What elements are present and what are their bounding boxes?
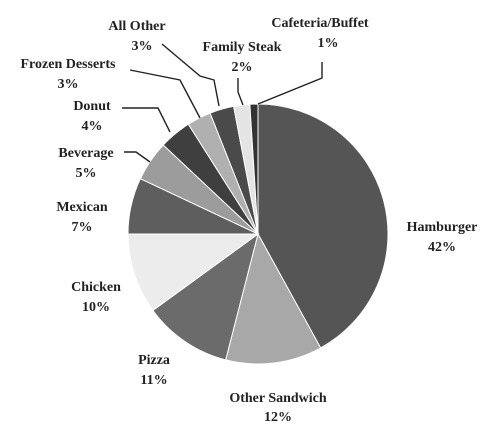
pie-slice-chicken	[127, 233, 260, 312]
pct-mexican: 7%	[72, 220, 93, 235]
label-pizza: Pizza	[138, 353, 170, 368]
pct-chicken: 10%	[82, 300, 110, 315]
pct-beverage: 5%	[76, 166, 97, 181]
pct-all-other: 3%	[132, 39, 153, 54]
label-family-steak: Family Steak	[203, 40, 282, 55]
label-other-sandwich: Other Sandwich	[229, 391, 327, 406]
leader-line-donut	[122, 107, 171, 133]
leader-line-frozen-desserts	[129, 69, 201, 119]
pie-slice-pizza	[152, 232, 259, 361]
pct-other-sandwich: 12%	[264, 410, 292, 424]
leader-line-family-steak	[237, 78, 244, 106]
leader-lines	[122, 43, 323, 163]
slice-labels: Cafeteria/Buffet 1% Family Steak 2% All …	[21, 16, 478, 424]
pct-cafeteria-buffet: 1%	[318, 36, 339, 51]
label-beverage: Beverage	[58, 146, 113, 161]
pct-donut: 4%	[82, 119, 103, 134]
pct-frozen-desserts: 3%	[58, 77, 79, 92]
pct-pizza: 11%	[140, 373, 167, 388]
pct-family-steak: 2%	[232, 60, 253, 75]
label-hamburger: Hamburger	[407, 220, 478, 235]
label-frozen-desserts: Frozen Desserts	[21, 57, 117, 72]
pie-slice-hamburger	[257, 103, 389, 349]
leader-line-all-other	[161, 43, 220, 107]
label-mexican: Mexican	[56, 200, 108, 215]
pie-slice-cafeteria-buffet	[249, 103, 259, 235]
label-donut: Donut	[73, 99, 111, 114]
pie-slice-other-sandwich	[225, 232, 322, 365]
label-chicken: Chicken	[71, 280, 121, 295]
leader-line-beverage	[124, 151, 151, 163]
pie-slices	[127, 103, 389, 365]
leader-line-cafeteria-buffet	[257, 62, 323, 105]
pct-hamburger: 42%	[428, 240, 456, 255]
label-all-other: All Other	[108, 19, 165, 34]
label-cafeteria-buffet: Cafeteria/Buffet	[271, 16, 369, 31]
